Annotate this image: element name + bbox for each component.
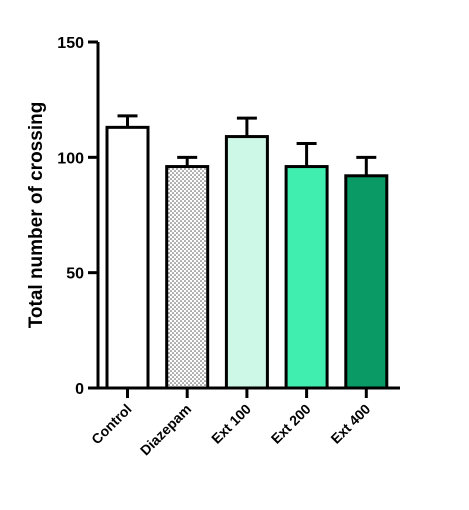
x-tick-label: Ext 200 bbox=[268, 401, 314, 447]
x-tick-label: Control bbox=[88, 401, 135, 448]
y-tick-label: 150 bbox=[57, 35, 84, 52]
bar bbox=[105, 125, 150, 390]
y-tick-label: 50 bbox=[66, 266, 84, 283]
x-tick-label: Diazepam bbox=[137, 401, 195, 459]
x-tick-label: Ext 400 bbox=[327, 401, 373, 447]
bar bbox=[224, 135, 269, 390]
x-tick-label: Ext 100 bbox=[208, 401, 254, 447]
bar bbox=[165, 165, 210, 390]
bar bbox=[284, 165, 329, 390]
y-tick-label: 100 bbox=[57, 150, 84, 167]
y-axis-label: Total number of crossing bbox=[26, 102, 47, 329]
y-tick-label: 0 bbox=[75, 381, 84, 398]
bar bbox=[344, 174, 389, 390]
